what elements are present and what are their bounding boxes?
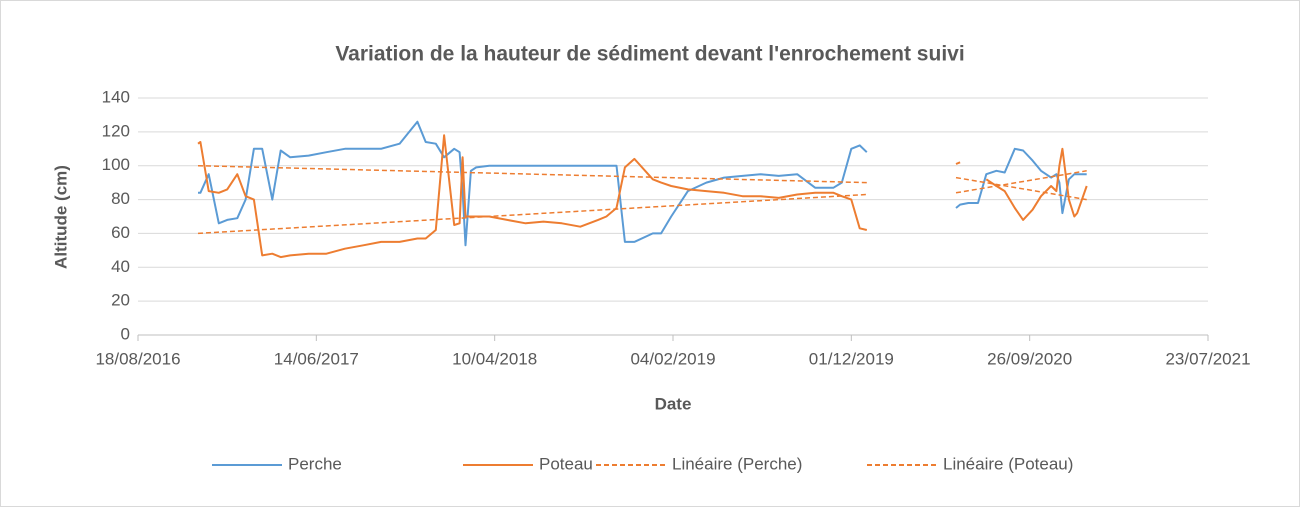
- x-tick-label: 18/08/2016: [95, 349, 180, 368]
- x-tick-label: 26/09/2020: [987, 349, 1072, 368]
- y-axis-label: Altitude (cm): [51, 165, 70, 269]
- x-tick-label: 01/12/2019: [809, 349, 894, 368]
- y-tick-label: 40: [111, 257, 130, 276]
- y-tick-label: 120: [102, 121, 130, 140]
- y-tick-label: 100: [102, 155, 130, 174]
- chart-title: Variation de la hauteur de sédiment deva…: [335, 43, 964, 66]
- y-tick-label: 20: [111, 291, 130, 310]
- y-tick-label: 0: [121, 324, 130, 343]
- y-tick-label: 140: [102, 87, 130, 106]
- legend-label: Perche: [288, 454, 342, 473]
- legend-label: Poteau: [539, 454, 593, 473]
- legend-label: Linéaire (Poteau): [943, 454, 1073, 473]
- x-axis-label: Date: [655, 394, 692, 413]
- x-tick-label: 14/06/2017: [274, 349, 359, 368]
- series-line: [197, 170, 1087, 235]
- y-tick-label: 80: [111, 189, 130, 208]
- series-line: [197, 134, 1088, 259]
- series-line: [198, 120, 1087, 247]
- y-tick-label: 60: [111, 223, 130, 242]
- x-tick-label: 10/04/2018: [452, 349, 537, 368]
- series-line: [197, 164, 1087, 201]
- legend-label: Linéaire (Perche): [672, 454, 802, 473]
- x-tick-label: 23/07/2021: [1165, 349, 1250, 368]
- x-tick-label: 04/02/2019: [630, 349, 715, 368]
